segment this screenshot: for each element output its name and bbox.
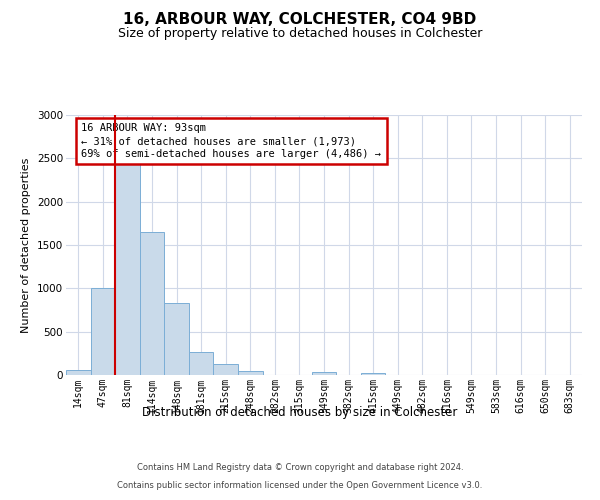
Bar xyxy=(189,352,214,375)
Text: Size of property relative to detached houses in Colchester: Size of property relative to detached ho… xyxy=(118,28,482,40)
Bar xyxy=(66,370,91,375)
Text: Contains HM Land Registry data © Crown copyright and database right 2024.: Contains HM Land Registry data © Crown c… xyxy=(137,463,463,472)
Bar xyxy=(91,288,115,375)
Bar xyxy=(361,374,385,375)
Bar xyxy=(140,232,164,375)
Bar xyxy=(164,303,189,375)
Y-axis label: Number of detached properties: Number of detached properties xyxy=(22,158,31,332)
Text: 16 ARBOUR WAY: 93sqm
← 31% of detached houses are smaller (1,973)
69% of semi-de: 16 ARBOUR WAY: 93sqm ← 31% of detached h… xyxy=(82,123,382,159)
Bar xyxy=(115,161,140,375)
Bar xyxy=(312,372,336,375)
Text: Distribution of detached houses by size in Colchester: Distribution of detached houses by size … xyxy=(142,406,458,419)
Text: Contains public sector information licensed under the Open Government Licence v3: Contains public sector information licen… xyxy=(118,480,482,490)
Text: 16, ARBOUR WAY, COLCHESTER, CO4 9BD: 16, ARBOUR WAY, COLCHESTER, CO4 9BD xyxy=(124,12,476,28)
Bar xyxy=(214,364,238,375)
Bar xyxy=(238,370,263,375)
